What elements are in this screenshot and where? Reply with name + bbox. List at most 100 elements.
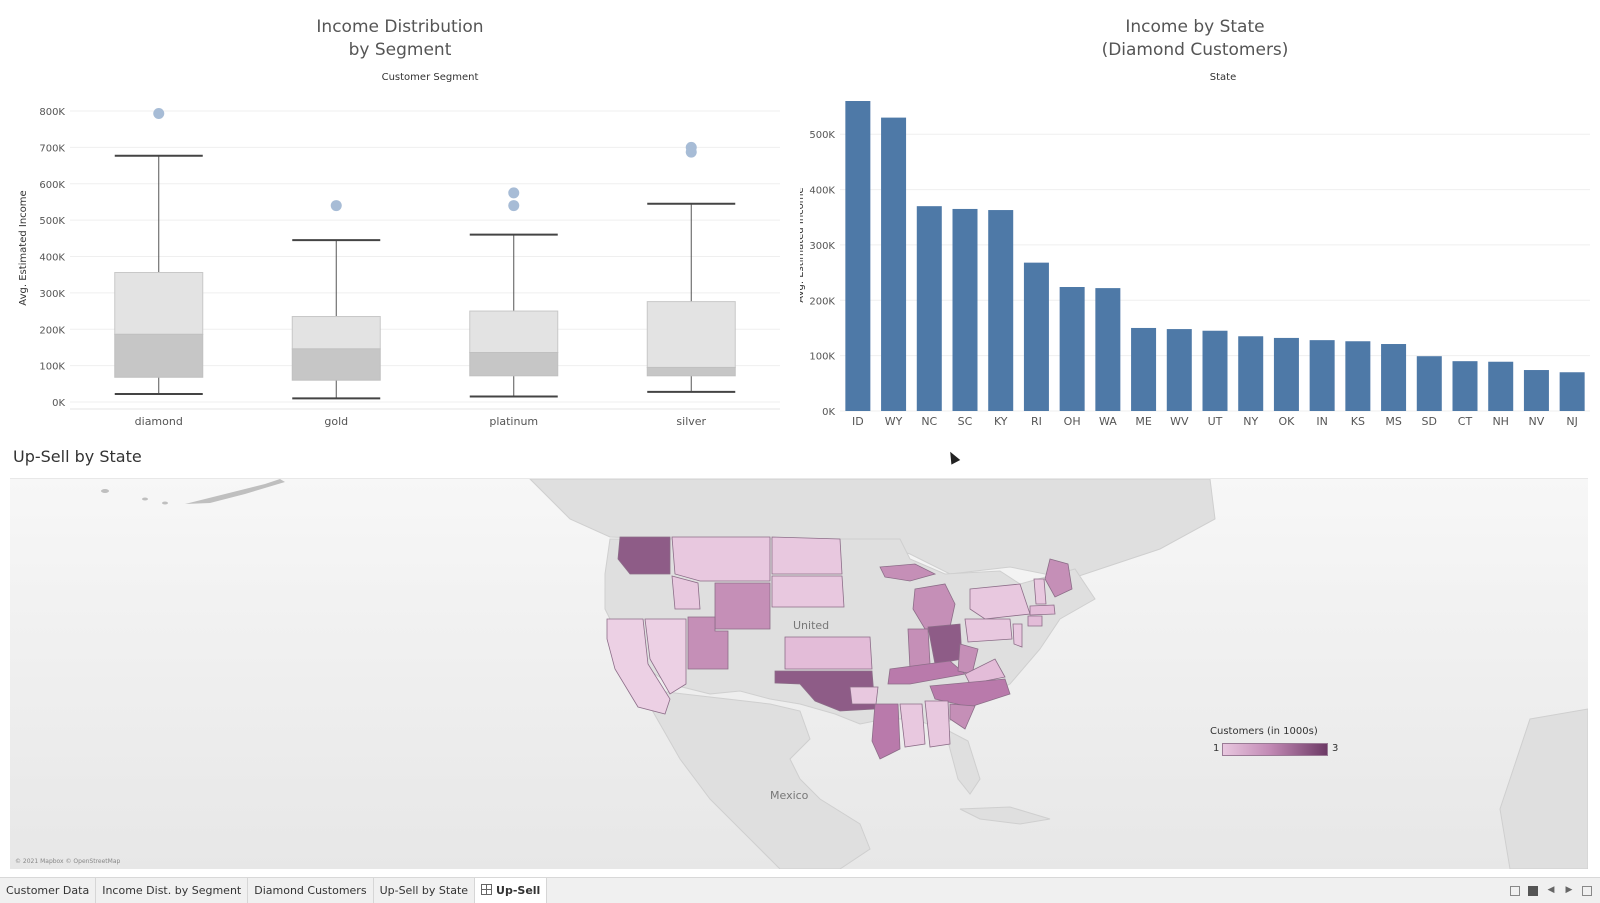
x-tick-label: NJ <box>1566 415 1577 428</box>
state-utah[interactable] <box>687 616 729 670</box>
tab-up-sell[interactable]: Up-Sell <box>475 878 548 903</box>
state-kentucky[interactable] <box>887 660 966 685</box>
y-tick-label: 100K <box>39 362 65 373</box>
state-kansas[interactable] <box>784 636 873 670</box>
tab-up-sell-label: Up-Sell <box>496 884 541 897</box>
state-new-york[interactable] <box>969 583 1031 620</box>
barchart-title: Income by State (Diamond Customers) <box>1050 16 1340 62</box>
state-nevada[interactable] <box>644 618 687 695</box>
grid-view-icon[interactable] <box>1510 886 1520 896</box>
box-outlier <box>330 200 342 212</box>
state-idaho[interactable] <box>671 575 701 610</box>
state-south-dakota[interactable] <box>771 575 845 608</box>
x-tick-label: SC <box>958 415 973 428</box>
state-mississippi[interactable] <box>871 703 901 760</box>
state-north-dakota[interactable] <box>771 536 843 575</box>
legend-gradient <box>1222 743 1328 756</box>
bar <box>988 210 1014 411</box>
next-sheet-icon[interactable]: ▶ <box>1565 885 1573 895</box>
map-label-mexico: Mexico <box>770 789 809 802</box>
x-tick-label: NC <box>921 415 937 428</box>
x-tick-label: OH <box>1064 415 1081 428</box>
tab-income-dist-by-segment[interactable]: Income Dist. by Segment <box>96 878 249 903</box>
legend-max: 3 <box>1332 743 1339 754</box>
state-massachusetts[interactable] <box>1029 604 1056 616</box>
x-tick-label: ID <box>852 415 864 428</box>
tab-up-sell-by-state[interactable]: Up-Sell by State <box>374 878 476 903</box>
presentation-icon[interactable] <box>1582 886 1592 896</box>
x-tick-label: RI <box>1031 415 1042 428</box>
box-lower <box>469 352 559 377</box>
bar <box>1559 372 1585 411</box>
state-south-carolina[interactable] <box>949 703 976 730</box>
single-view-icon[interactable] <box>1528 886 1538 896</box>
boxplot-title-line2: by Segment <box>348 40 452 60</box>
state-virginia[interactable] <box>964 658 1006 685</box>
bar <box>1095 288 1121 411</box>
alaska-island <box>162 501 168 505</box>
state-north-carolina[interactable] <box>929 678 1011 708</box>
bar <box>1202 330 1228 411</box>
y-tick-label: 200K <box>39 325 65 336</box>
box-lower <box>291 348 381 381</box>
box-outlier <box>153 108 165 120</box>
state-connecticut[interactable] <box>1027 615 1043 627</box>
box-upper <box>114 272 204 335</box>
state-california[interactable] <box>606 618 671 715</box>
x-tick-label: platinum <box>489 415 538 428</box>
bar <box>881 117 907 411</box>
state-indiana[interactable] <box>907 628 931 670</box>
x-tick-label: KS <box>1351 415 1365 428</box>
state-alabama[interactable] <box>899 703 926 748</box>
y-tick-label: 500K <box>809 130 835 141</box>
y-tick-label: 800K <box>39 107 65 118</box>
bar <box>1488 361 1514 411</box>
boxplot-chart[interactable]: 0K 100K 200K 300K 400K 500K 600K 700K 800K Avg. E… <box>0 0 800 440</box>
barchart-subheader: State <box>1209 72 1237 83</box>
dashboard-icon <box>481 884 493 895</box>
tab-diamond-customers[interactable]: Diamond Customers <box>248 878 374 903</box>
state-arkansas[interactable] <box>849 686 879 705</box>
y-tick-label: 700K <box>39 143 65 154</box>
x-tick-label: MS <box>1385 415 1401 428</box>
state-pennsylvania[interactable] <box>964 618 1013 643</box>
x-tick-label: UT <box>1208 415 1223 428</box>
box-upper <box>469 310 559 354</box>
bar <box>916 206 942 411</box>
upsell-map[interactable]: United Mexico © 2021 Mapbox © OpenStreet… <box>10 478 1588 869</box>
x-tick-label: silver <box>676 415 706 428</box>
prev-sheet-icon[interactable]: ◀ <box>1547 885 1555 895</box>
tab-customer-data[interactable]: Customer Data <box>0 878 97 903</box>
alaska-island <box>142 497 148 501</box>
map-label-united: United <box>793 619 830 632</box>
state-montana[interactable] <box>671 536 771 582</box>
bar <box>845 101 871 411</box>
state-oklahoma[interactable] <box>774 670 876 712</box>
state-maine[interactable] <box>1044 558 1073 598</box>
map-land-cuba <box>959 806 1051 825</box>
box-outlier <box>685 141 697 153</box>
bar <box>1381 344 1407 411</box>
x-tick-label: KY <box>994 415 1008 428</box>
map-svg <box>101 479 1588 869</box>
upsell-title: Up-Sell by State <box>13 447 142 466</box>
state-michigan-up[interactable] <box>879 563 937 582</box>
boxplot-subheader: Customer Segment <box>381 72 479 83</box>
state-georgia[interactable] <box>924 700 951 748</box>
map-land-mexico <box>639 688 871 869</box>
x-tick-label: OK <box>1278 415 1295 428</box>
state-new-jersey[interactable] <box>1012 623 1023 648</box>
box-outlier <box>508 200 520 212</box>
state-wyoming[interactable] <box>714 582 771 630</box>
barchart-title-line2: (Diamond Customers) <box>1101 40 1289 60</box>
bar-chart[interactable]: 0K 100K 200K 300K 400K 500K Avg. Estimated Inc… <box>800 0 1600 440</box>
x-tick-label: WV <box>1170 415 1189 428</box>
bar <box>1166 329 1192 411</box>
bar <box>1523 370 1549 411</box>
bar <box>1131 327 1157 411</box>
state-washington[interactable] <box>617 536 671 575</box>
bar <box>1416 356 1442 411</box>
state-new-hampshire[interactable] <box>1033 578 1047 605</box>
box-lower <box>646 366 736 377</box>
x-tick-label: SD <box>1422 415 1437 428</box>
